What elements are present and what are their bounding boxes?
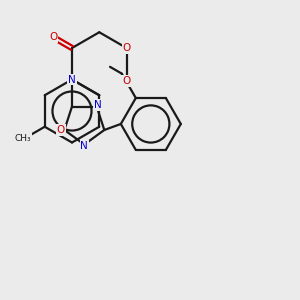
Text: N: N [80, 141, 88, 151]
Text: O: O [57, 125, 65, 135]
Text: N: N [68, 74, 76, 85]
Text: O: O [49, 32, 57, 42]
Text: CH₃: CH₃ [14, 134, 31, 143]
Text: N: N [94, 100, 102, 110]
Text: O: O [122, 43, 131, 53]
Text: O: O [122, 76, 130, 86]
